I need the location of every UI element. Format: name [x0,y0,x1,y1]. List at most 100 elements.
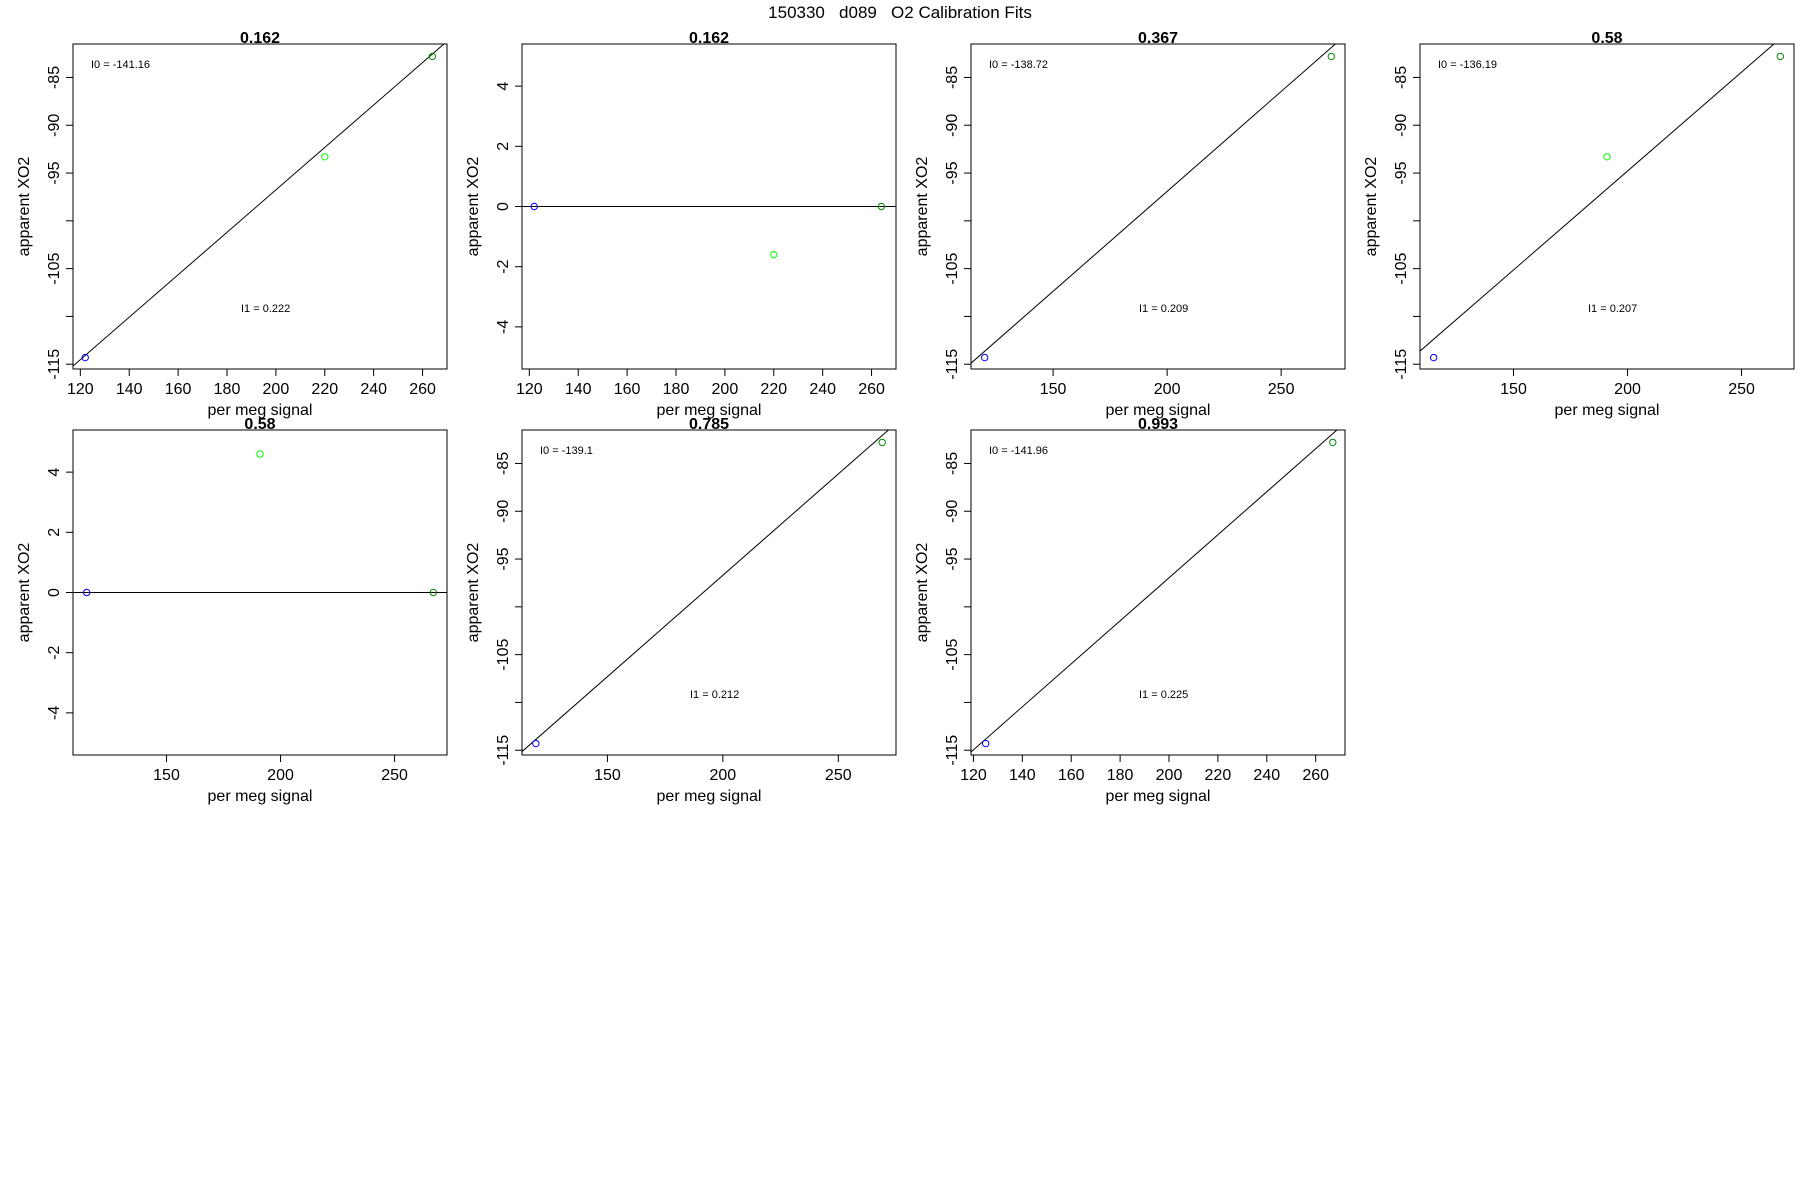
data-point [1329,438,1337,447]
data-point [1429,353,1438,362]
x-tick-label: 200 [263,381,290,398]
x-tick-label: 260 [409,381,436,398]
y-tick-label: -4 [495,320,512,334]
fit-line [522,430,890,752]
x-tick-label: 260 [1302,767,1329,784]
y-axis-label: apparent XO2 [16,157,33,257]
x-tick-label: 150 [153,767,180,784]
x-tick-label: 160 [1058,767,1085,784]
x-tick-label: 200 [1156,767,1183,784]
y-tick-label: -2 [495,259,512,273]
chart-title: 0.785 [689,416,729,433]
y-tick-label: -85 [46,66,63,89]
chart-panel-6: 0.785 150 200 250 per meg signal -85 -90 -95 -10… [465,416,897,805]
x-tick-label: 250 [825,767,852,784]
x-axis-label: per meg signal [208,788,313,805]
x-tick-label: 140 [1009,767,1036,784]
x-tick-label: 140 [116,381,143,398]
y-tick-label: -115 [944,735,961,766]
x-tick-label: 250 [1268,381,1295,398]
y-tick-label: -95 [1393,161,1410,184]
y-tick-label: 2 [46,528,63,537]
x-tick-label: 150 [594,767,621,784]
x-tick-label: 180 [663,381,690,398]
chart-title: 0.367 [1138,30,1178,47]
x-tick-label: 200 [712,381,739,398]
y-tick-label: 0 [46,588,63,597]
data-point [429,588,438,597]
y-tick-label: -95 [944,547,961,570]
y-tick-label: -115 [1393,349,1410,380]
x-axis-label: per meg signal [1106,402,1211,419]
fit-line [971,44,1337,364]
chart-title: 0.58 [244,416,275,433]
chart-panel-5: 0.58 150 200 250 per meg signal 4 2 0 -2 -4 appare… [16,416,448,805]
x-tick-label: 160 [165,381,192,398]
chart-panel-4: 0.58 150 200 250 per meg signal -85 -90 -95 -105… [1363,30,1795,419]
x-tick-label: 220 [760,381,787,398]
data-point [1327,52,1336,61]
x-tick-label: 200 [1154,381,1181,398]
x-axis-label: per meg signal [657,402,762,419]
x-tick-label: 200 [710,767,737,784]
intercept-annotation: I0 = -138.72 [989,59,1048,71]
y-tick-label: 0 [495,202,512,211]
data-point [82,588,91,597]
x-tick-label: 180 [214,381,241,398]
y-tick-label: -90 [46,114,63,137]
y-tick-label: -85 [1393,66,1410,89]
x-tick-label: 140 [565,381,592,398]
y-tick-label: -90 [944,500,961,523]
data-point [1603,153,1611,161]
x-tick-label: 200 [267,767,294,784]
x-axis-label: per meg signal [1106,788,1211,805]
y-tick-label: -95 [944,161,961,184]
data-point [878,438,886,447]
y-axis-label: apparent XO2 [16,543,33,643]
data-point [530,202,538,211]
y-axis-label: apparent XO2 [1363,157,1380,257]
x-tick-label: 150 [1040,381,1067,398]
y-tick-label: -115 [944,349,961,380]
x-axis-label: per meg signal [208,402,313,419]
x-tick-label: 240 [809,381,836,398]
x-tick-label: 120 [516,381,543,398]
fit-line [73,44,445,367]
x-tick-label: 260 [858,381,885,398]
slope-annotation: I1 = 0.209 [1139,303,1188,315]
y-axis-label: apparent XO2 [465,543,482,643]
data-point [877,202,886,211]
plot-frame [1419,43,1795,370]
x-tick-label: 240 [360,381,387,398]
y-tick-label: -90 [1393,114,1410,137]
slope-annotation: I1 = 0.212 [690,689,739,701]
x-tick-label: 250 [381,767,408,784]
x-tick-label: 200 [1614,381,1641,398]
intercept-annotation: I0 = -141.16 [91,59,150,71]
y-tick-label: -105 [1393,253,1410,285]
y-tick-label: -4 [46,706,63,720]
y-tick-label: -115 [46,349,63,380]
chart-panel-3: 0.367 150 200 250 per meg signal -85 -90 -95 -10… [914,30,1346,419]
x-tick-label: 220 [1205,767,1232,784]
data-point [81,353,89,362]
x-tick-label: 150 [1500,381,1527,398]
data-point [321,153,329,161]
y-tick-label: 4 [495,82,512,91]
y-axis-label: apparent XO2 [914,157,931,257]
data-point [770,250,778,259]
y-tick-label: -90 [495,500,512,523]
y-tick-label: -105 [495,639,512,671]
chart-panel-7: 0.993 120 140 160 180 200 220 240 260 per meg sig… [914,416,1346,805]
plot-frame [72,43,448,370]
y-axis-label: apparent XO2 [465,157,482,257]
x-tick-label: 120 [960,767,987,784]
chart-title: 0.162 [240,30,280,47]
y-tick-label: -115 [495,735,512,766]
x-axis-label: per meg signal [657,788,762,805]
plot-frame [521,429,897,756]
y-tick-label: -105 [944,253,961,285]
y-tick-label: -105 [944,639,961,671]
fit-line [1420,44,1775,352]
